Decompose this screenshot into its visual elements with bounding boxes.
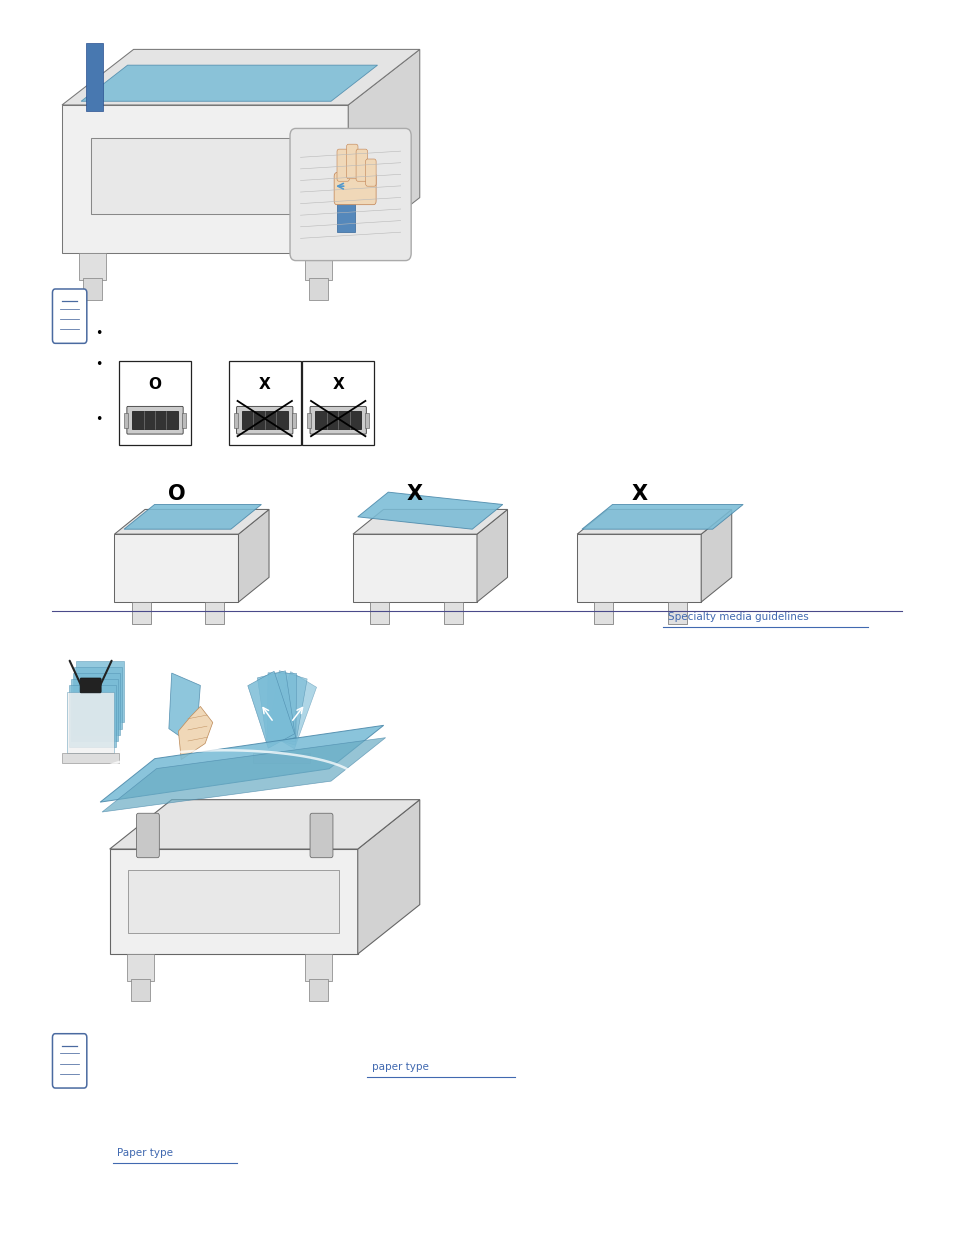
Bar — [182, 412, 186, 427]
Polygon shape — [353, 509, 507, 535]
Polygon shape — [357, 800, 419, 953]
FancyBboxPatch shape — [355, 149, 367, 182]
Polygon shape — [102, 737, 385, 813]
Polygon shape — [71, 679, 118, 741]
Bar — [83, 278, 102, 300]
Bar — [242, 411, 287, 429]
Polygon shape — [114, 535, 238, 601]
Bar — [337, 156, 355, 232]
FancyBboxPatch shape — [136, 813, 159, 857]
Bar — [443, 601, 462, 624]
Bar — [370, 601, 389, 624]
FancyBboxPatch shape — [127, 406, 183, 433]
Polygon shape — [169, 673, 200, 747]
Polygon shape — [178, 706, 213, 760]
Polygon shape — [72, 673, 120, 735]
Bar — [315, 411, 360, 429]
Polygon shape — [67, 692, 114, 753]
Polygon shape — [110, 850, 357, 953]
Bar — [309, 278, 328, 300]
Polygon shape — [577, 535, 700, 601]
Bar — [131, 978, 150, 1000]
Polygon shape — [348, 49, 419, 253]
Polygon shape — [91, 138, 319, 214]
FancyBboxPatch shape — [334, 173, 375, 205]
Text: X: X — [258, 377, 271, 391]
FancyBboxPatch shape — [52, 1034, 87, 1088]
Bar — [119, 361, 191, 445]
Polygon shape — [76, 661, 124, 722]
Polygon shape — [353, 535, 476, 601]
FancyBboxPatch shape — [336, 149, 349, 182]
Polygon shape — [267, 673, 296, 741]
Bar — [233, 412, 237, 427]
Text: •: • — [95, 414, 103, 426]
Bar — [229, 361, 300, 445]
Bar — [205, 601, 224, 624]
Bar — [124, 412, 128, 427]
FancyBboxPatch shape — [290, 128, 411, 261]
Text: O: O — [149, 377, 161, 391]
Text: •: • — [95, 327, 103, 340]
Bar — [594, 601, 613, 624]
Polygon shape — [238, 509, 269, 601]
FancyBboxPatch shape — [310, 406, 366, 433]
Polygon shape — [62, 105, 348, 253]
Polygon shape — [128, 869, 338, 934]
Polygon shape — [74, 667, 122, 729]
Bar — [302, 361, 374, 445]
Text: O: O — [168, 484, 185, 504]
Polygon shape — [81, 65, 377, 101]
Bar — [132, 411, 177, 429]
FancyBboxPatch shape — [346, 144, 357, 179]
Bar — [307, 412, 311, 427]
Bar — [132, 601, 151, 624]
Bar — [127, 953, 153, 981]
Bar — [253, 753, 310, 763]
Text: X: X — [631, 484, 646, 504]
Polygon shape — [248, 672, 294, 748]
Text: •: • — [95, 358, 103, 370]
Bar — [309, 978, 328, 1000]
Bar — [667, 601, 686, 624]
Text: X: X — [407, 484, 422, 504]
Polygon shape — [257, 671, 295, 745]
Bar — [305, 953, 332, 981]
Polygon shape — [700, 509, 731, 601]
Polygon shape — [581, 504, 742, 529]
Polygon shape — [267, 671, 307, 745]
Text: Paper type: Paper type — [117, 1149, 173, 1158]
Polygon shape — [476, 509, 507, 601]
Polygon shape — [100, 725, 383, 803]
Text: paper type: paper type — [372, 1062, 429, 1072]
Bar — [62, 753, 119, 763]
Polygon shape — [124, 504, 261, 529]
Bar — [79, 253, 106, 280]
Bar — [86, 43, 103, 111]
Polygon shape — [110, 800, 419, 850]
Polygon shape — [69, 685, 116, 747]
Bar — [305, 253, 332, 280]
Polygon shape — [577, 509, 731, 535]
Text: Specialty media guidelines: Specialty media guidelines — [667, 613, 808, 622]
Polygon shape — [357, 492, 502, 529]
Polygon shape — [114, 509, 269, 535]
FancyBboxPatch shape — [52, 289, 87, 343]
FancyBboxPatch shape — [80, 678, 101, 693]
Polygon shape — [62, 49, 419, 105]
Bar — [292, 412, 295, 427]
Polygon shape — [268, 672, 316, 748]
FancyBboxPatch shape — [310, 813, 333, 857]
FancyBboxPatch shape — [365, 159, 375, 186]
Bar — [365, 412, 369, 427]
Text: X: X — [332, 377, 344, 391]
FancyBboxPatch shape — [236, 406, 293, 433]
